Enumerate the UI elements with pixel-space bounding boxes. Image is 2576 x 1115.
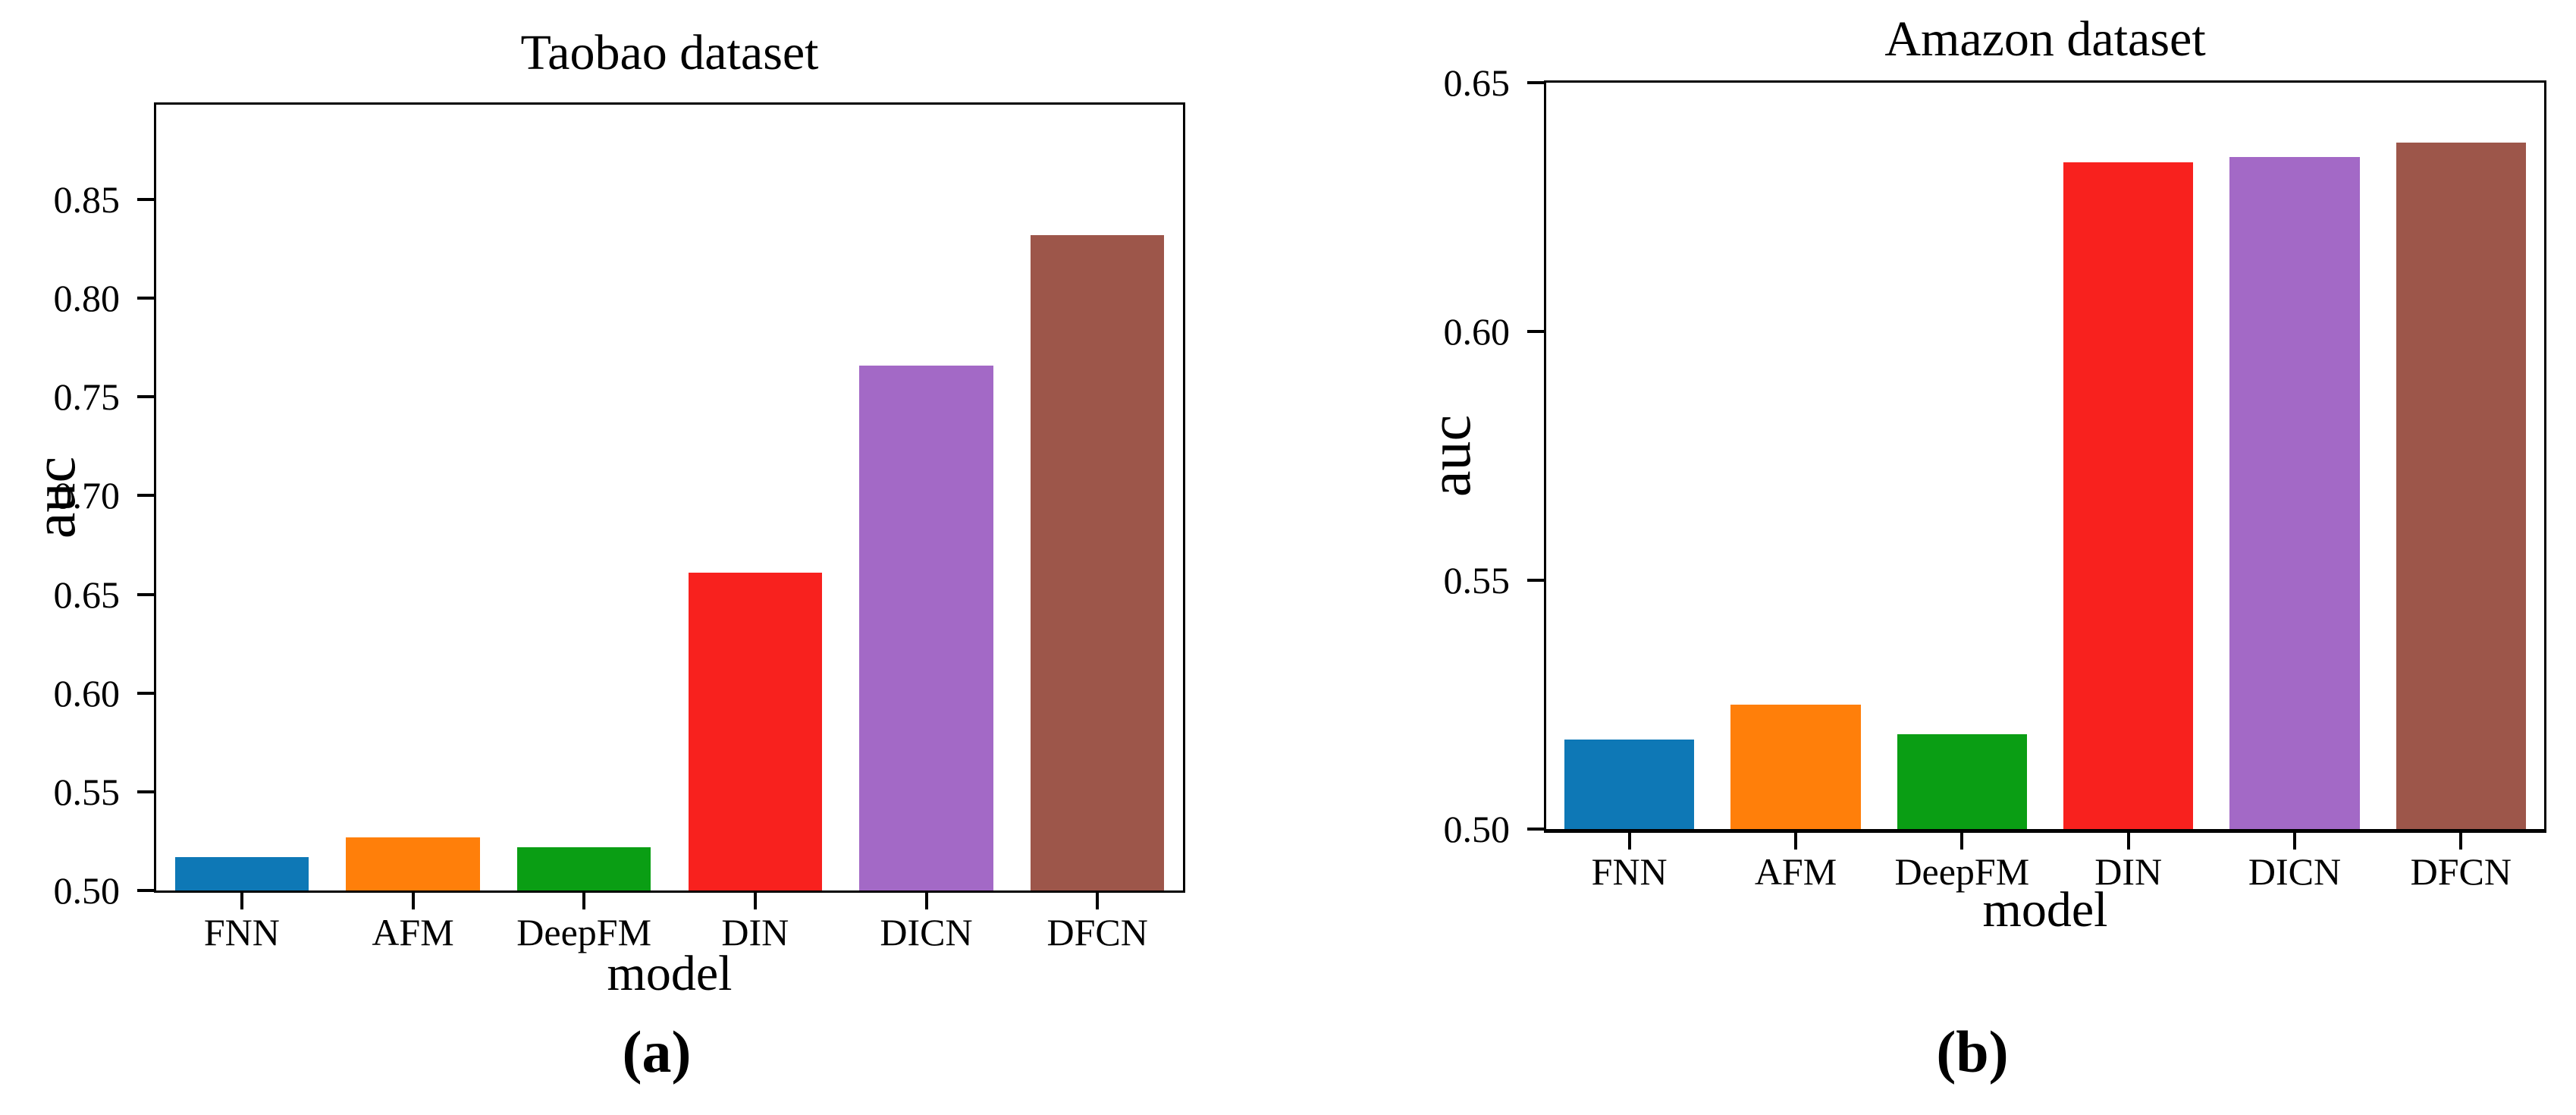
- bar-dfcn: [2396, 142, 2526, 829]
- plot-area: [154, 102, 1185, 893]
- x-tick-label: DFCN: [2410, 850, 2512, 893]
- x-tick-mark: [924, 893, 928, 909]
- bar-fnn: [1564, 739, 1695, 829]
- x-tick-label: FNN: [203, 911, 280, 953]
- x-tick-label: AFM: [1754, 850, 1837, 893]
- y-axis-label: auc: [21, 456, 87, 539]
- bar-afm: [1730, 705, 1861, 829]
- y-tick-label: 0.85: [53, 177, 121, 221]
- x-tick-label: AFM: [372, 911, 454, 953]
- y-tick-label: 0.65: [1443, 61, 1511, 104]
- y-tick-mark: [137, 592, 154, 596]
- bar-afm: [346, 837, 480, 890]
- x-tick-label: DIN: [721, 911, 789, 953]
- x-tick-mark: [753, 893, 757, 909]
- y-tick-mark: [1527, 330, 1544, 333]
- bar-din: [688, 572, 822, 890]
- y-tick-mark: [1527, 579, 1544, 582]
- y-tick-label: 0.75: [53, 375, 121, 419]
- x-tick-label: FNN: [1591, 850, 1668, 893]
- y-tick-mark: [137, 395, 154, 399]
- y-tick-label: 0.70: [53, 474, 121, 517]
- x-axis-label: model: [607, 946, 733, 1001]
- subfigure-caption-b: (b): [1936, 1019, 2009, 1085]
- y-tick-label: 0.55: [1443, 559, 1511, 601]
- x-tick-mark: [2459, 833, 2463, 850]
- bar-dicn: [2229, 157, 2360, 829]
- x-tick-mark: [1627, 833, 1631, 850]
- y-tick-label: 0.60: [1443, 310, 1511, 353]
- y-tick-mark: [137, 790, 154, 793]
- x-tick-label: DICN: [2248, 850, 2342, 893]
- y-tick-label: 0.65: [53, 573, 121, 616]
- bar-din: [2063, 162, 2194, 829]
- x-tick-mark: [582, 893, 586, 909]
- y-tick-mark: [137, 889, 154, 892]
- x-tick-mark: [2293, 833, 2296, 850]
- bar-deepfm: [517, 846, 651, 890]
- y-tick-mark: [137, 197, 154, 201]
- x-tick-label: DeepFM: [516, 911, 652, 953]
- chart-title: Taobao dataset: [520, 25, 819, 80]
- y-tick-label: 0.80: [53, 277, 121, 320]
- y-tick-mark: [137, 297, 154, 300]
- x-tick-label: DeepFM: [1894, 850, 2030, 893]
- chart-title: Amazon dataset: [1884, 11, 2206, 67]
- y-tick-label: 0.50: [53, 869, 121, 912]
- y-tick-label: 0.60: [53, 671, 121, 715]
- x-tick-mark: [1794, 833, 1797, 850]
- y-tick-mark: [1527, 81, 1544, 84]
- y-axis-label: auc: [1417, 414, 1483, 498]
- bar-dfcn: [1031, 234, 1165, 890]
- x-tick-label: DIN: [2094, 850, 2163, 893]
- y-tick-mark: [1527, 828, 1544, 831]
- x-tick-label: DFCN: [1046, 911, 1148, 953]
- bar-deepfm: [1897, 734, 2027, 829]
- plot-area: [1544, 80, 2546, 833]
- y-tick-mark: [137, 691, 154, 695]
- subfigure-caption-a: (a): [622, 1019, 692, 1085]
- x-tick-mark: [1096, 893, 1100, 909]
- y-tick-mark: [137, 494, 154, 498]
- bar-dicn: [859, 365, 993, 890]
- y-tick-label: 0.55: [53, 770, 121, 813]
- y-tick-label: 0.50: [1443, 808, 1511, 850]
- bar-fnn: [174, 856, 309, 890]
- x-tick-mark: [411, 893, 415, 909]
- x-tick-label: DICN: [880, 911, 973, 953]
- x-axis-label: model: [1982, 882, 2108, 938]
- x-tick-mark: [1960, 833, 1964, 850]
- x-tick-mark: [240, 893, 243, 909]
- x-tick-mark: [2126, 833, 2130, 850]
